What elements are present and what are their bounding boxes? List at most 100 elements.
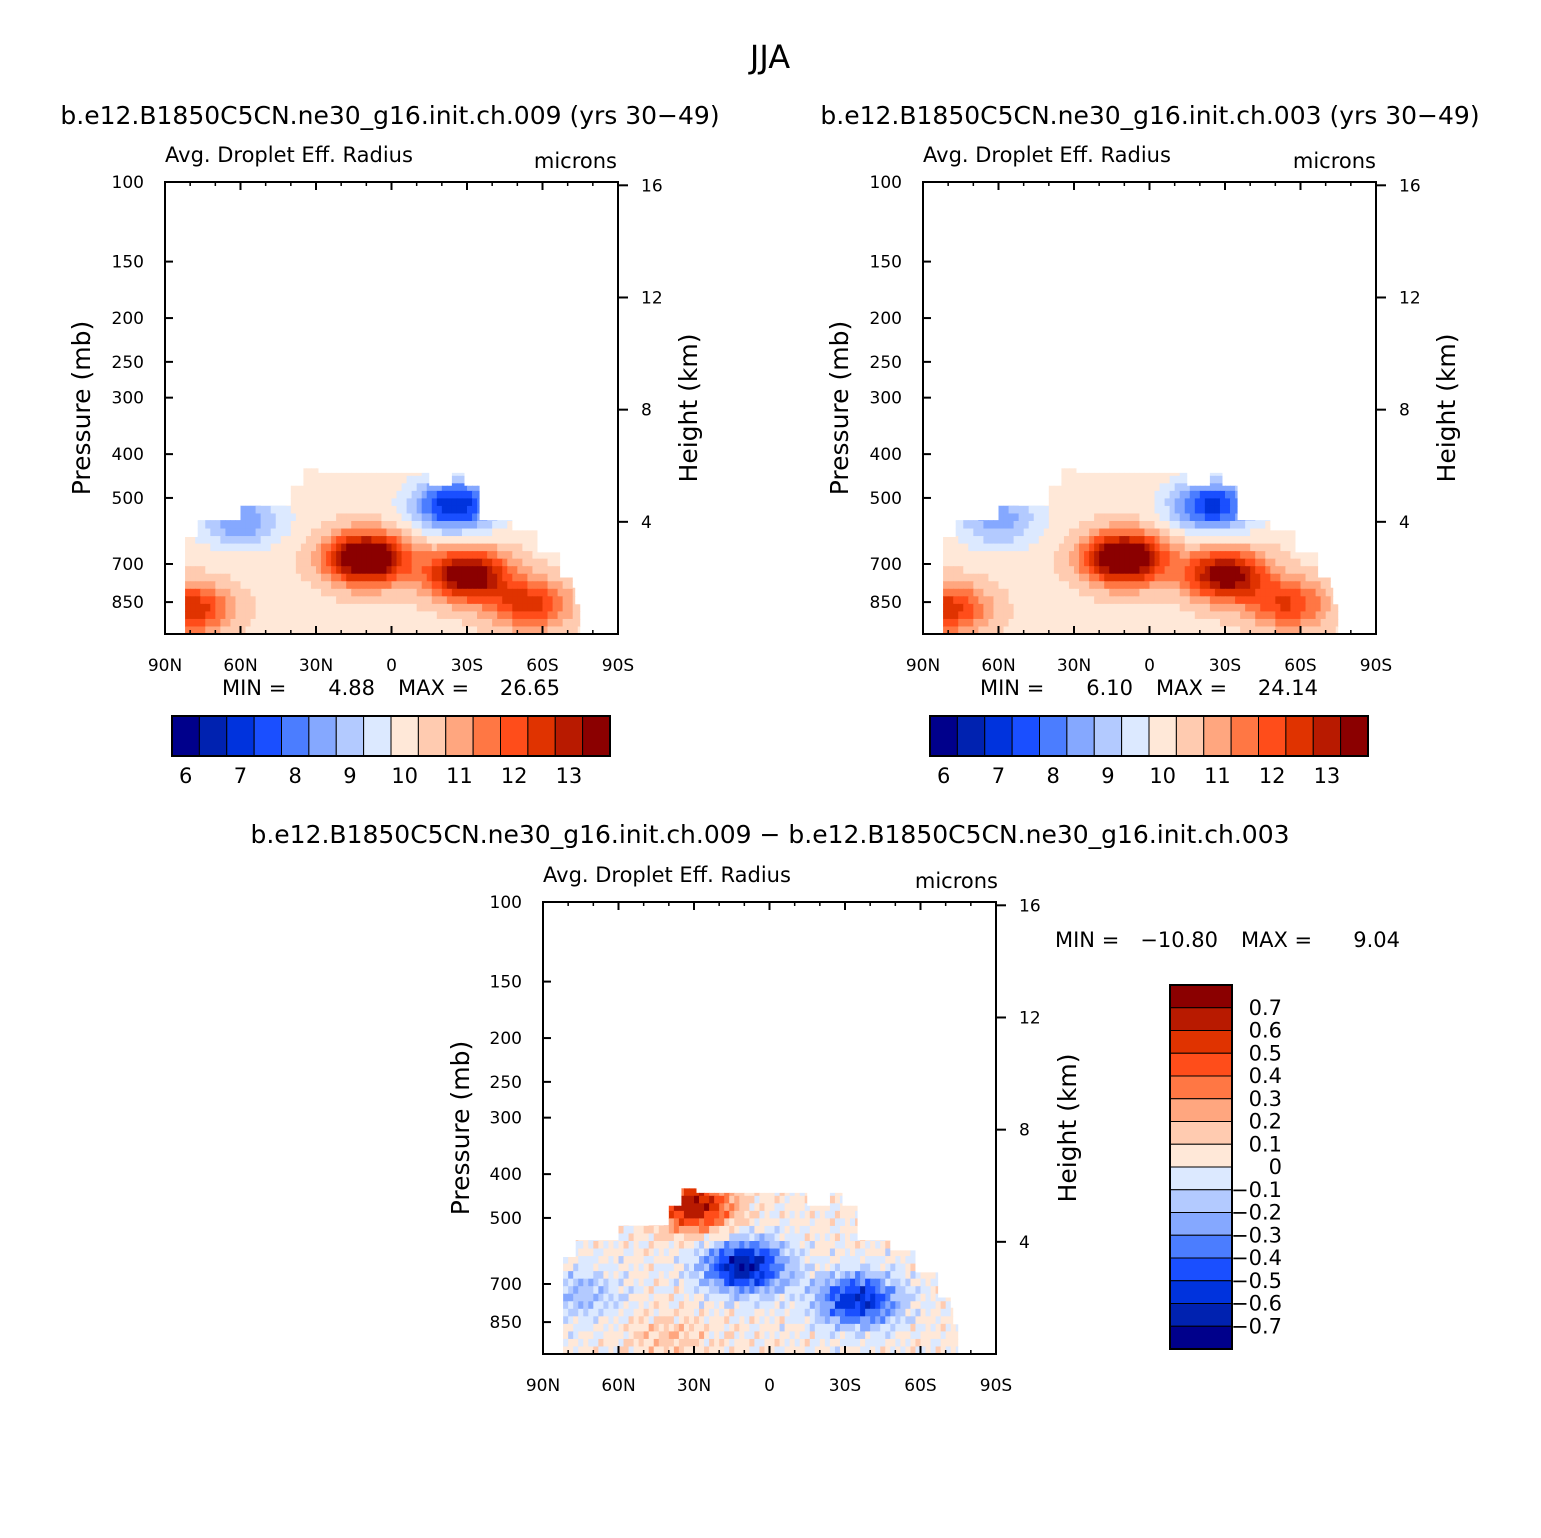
field-cell [260, 505, 267, 515]
field-cell [759, 1173, 765, 1181]
field-cell [1225, 626, 1231, 634]
field-cell [195, 468, 201, 477]
field-cell [1305, 581, 1312, 590]
field-cell [1124, 521, 1130, 530]
field-cell [562, 573, 569, 582]
field-cell [1169, 468, 1176, 469]
field-cell [1185, 446, 1191, 454]
field-cell [321, 483, 327, 492]
field-cell [943, 536, 949, 545]
field-cell [270, 483, 277, 492]
field-cell [1185, 453, 1191, 461]
field-cell [976, 1173, 982, 1181]
field-cell [346, 558, 352, 567]
field-cell [240, 513, 247, 522]
field-cell [1214, 490, 1221, 499]
field-cell [998, 566, 1005, 575]
field-cell [295, 573, 302, 582]
field-cell [567, 551, 574, 560]
field-cell [953, 626, 959, 634]
field-cell [1255, 618, 1261, 628]
field-cell [1219, 543, 1226, 552]
field-cell [1189, 566, 1196, 575]
field-cell [1008, 551, 1015, 560]
field-cell [225, 528, 232, 537]
field-cell [456, 513, 463, 522]
field-cell [1174, 551, 1181, 560]
y-tick-label: 100 [112, 173, 144, 193]
field-cell [532, 558, 539, 567]
field-cell [190, 521, 196, 530]
field-cell [512, 551, 518, 560]
field-cell [305, 536, 312, 545]
field-cell [562, 611, 569, 620]
field-cell [1194, 490, 1201, 499]
field-cell [1366, 476, 1372, 484]
field-cell [230, 490, 237, 499]
field-cell [396, 558, 403, 567]
field-cell [482, 551, 488, 560]
field-cell [527, 498, 534, 507]
colorbar-swatch [527, 715, 556, 757]
field-cell [456, 490, 463, 499]
field-cell [572, 513, 579, 522]
field-cell [1129, 468, 1135, 469]
field-cell [361, 475, 367, 484]
field-cell [1250, 618, 1256, 628]
field-cell [1104, 573, 1110, 582]
field-cell [572, 573, 579, 582]
field-cell [1184, 475, 1191, 484]
field-cell [1028, 618, 1035, 628]
field-cell [1330, 596, 1337, 605]
field-cell [1265, 498, 1271, 507]
field-cell [366, 626, 372, 634]
field-cell [933, 544, 939, 552]
field-cell [870, 1166, 876, 1174]
field-cell [1351, 506, 1357, 514]
field-cell [557, 505, 564, 515]
field-cell [557, 498, 564, 507]
field-cell [1351, 619, 1357, 627]
field-cell [963, 626, 969, 634]
field-cell [1204, 573, 1211, 582]
field-cell [1250, 536, 1256, 545]
field-cell [185, 558, 191, 567]
field-cell [230, 551, 237, 560]
field-cell [1356, 483, 1362, 491]
field-cell [305, 603, 312, 612]
field-cell [1124, 551, 1130, 560]
field-cell [326, 446, 332, 454]
field-cell [487, 513, 493, 522]
field-cell [346, 581, 352, 590]
field-cell [280, 611, 287, 620]
field-cell [265, 581, 272, 590]
field-cell [593, 446, 599, 454]
field-cell [507, 543, 513, 552]
field-cell [512, 498, 518, 507]
field-cell [366, 468, 372, 477]
field-cell [1139, 468, 1146, 469]
field-cell [1104, 626, 1110, 634]
field-cell [386, 468, 393, 469]
field-cell [598, 453, 604, 461]
field-cell [472, 475, 478, 484]
field-cell [416, 468, 423, 469]
colorbar-label: 7 [992, 764, 1005, 788]
field-cell [446, 468, 453, 477]
field-cell [1034, 453, 1040, 461]
field-cell [1028, 475, 1035, 484]
field-cell [1149, 468, 1156, 469]
field-cell [487, 588, 493, 597]
field-cell [978, 543, 984, 552]
field-cell [497, 618, 503, 628]
field-cell [1003, 528, 1010, 537]
field-cell [542, 603, 549, 612]
field-cell [1089, 446, 1095, 454]
field-cell [986, 1166, 992, 1174]
field-cell [472, 513, 478, 522]
field-cell [1169, 528, 1176, 537]
field-cell [406, 483, 413, 492]
field-cell [366, 446, 372, 454]
field-cell [180, 446, 186, 454]
field-cell [175, 498, 181, 506]
